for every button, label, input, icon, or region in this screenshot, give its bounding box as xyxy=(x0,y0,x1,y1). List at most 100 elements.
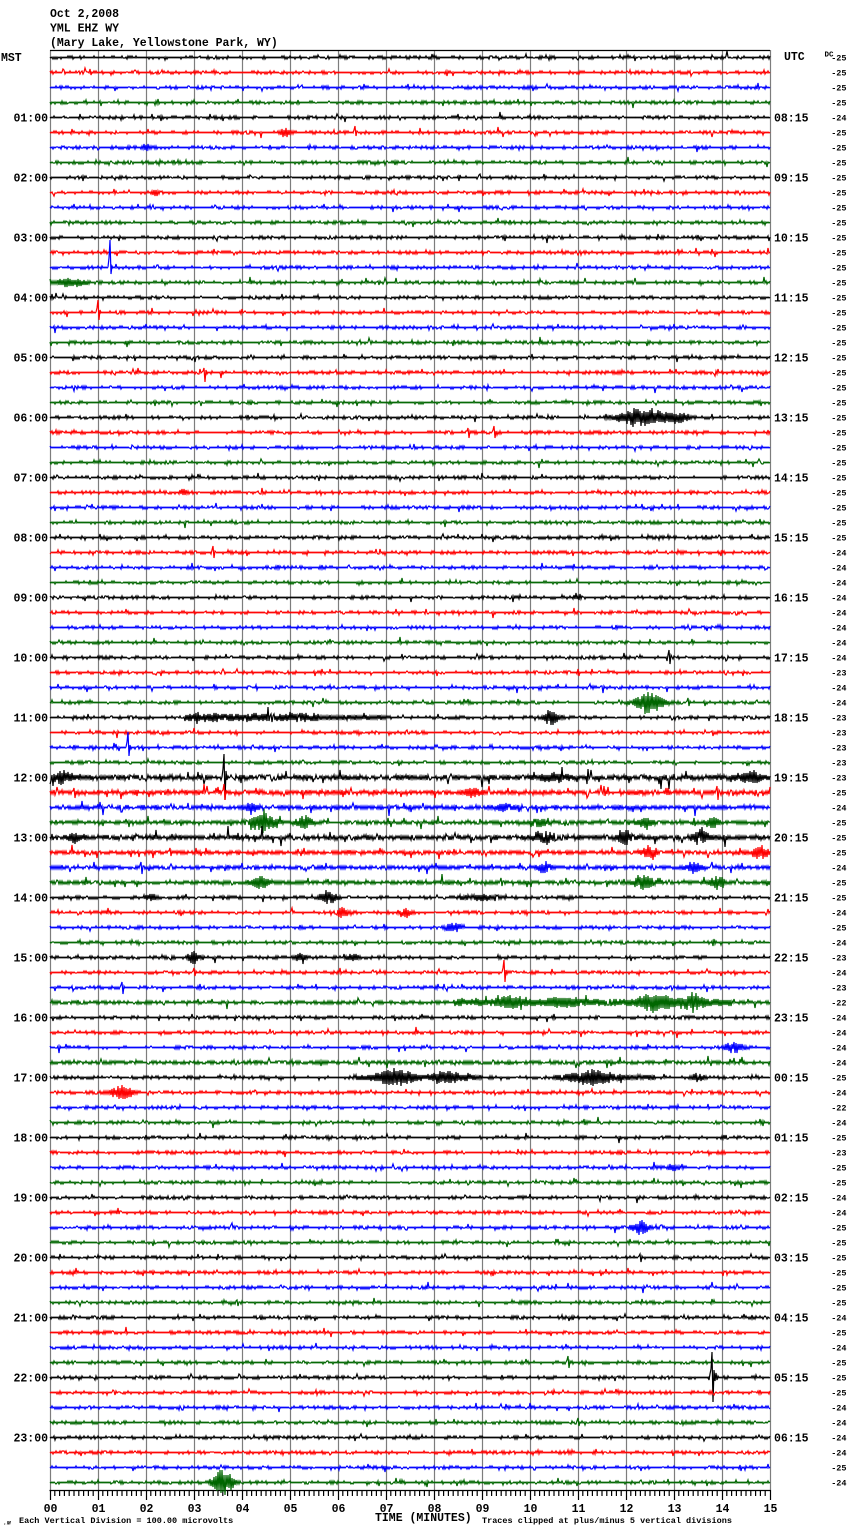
svg-text:02:15: 02:15 xyxy=(774,1193,809,1206)
svg-text:-24: -24 xyxy=(831,864,846,874)
svg-text:MST: MST xyxy=(1,52,22,65)
svg-text:05:15: 05:15 xyxy=(774,1373,809,1386)
svg-text:-25: -25 xyxy=(831,249,846,259)
svg-text:00: 00 xyxy=(44,1503,58,1516)
svg-text:-25: -25 xyxy=(831,294,846,304)
svg-text:-24: -24 xyxy=(831,1344,846,1354)
svg-text:-24: -24 xyxy=(831,939,846,949)
svg-text:04:00: 04:00 xyxy=(13,293,48,306)
svg-text:-24: -24 xyxy=(831,1119,846,1129)
svg-text:15:00: 15:00 xyxy=(13,953,48,966)
svg-text:15: 15 xyxy=(764,1503,778,1516)
svg-text:-22: -22 xyxy=(831,1104,846,1114)
svg-text:-25: -25 xyxy=(831,1164,846,1174)
svg-text:-25: -25 xyxy=(831,279,846,289)
svg-text:-24: -24 xyxy=(831,594,846,604)
svg-text:02: 02 xyxy=(140,1503,154,1516)
svg-text:05: 05 xyxy=(284,1503,298,1516)
svg-text:-25: -25 xyxy=(831,354,846,364)
svg-text:UTC: UTC xyxy=(784,51,805,64)
svg-text:05:00: 05:00 xyxy=(13,353,48,366)
svg-text:-25: -25 xyxy=(831,894,846,904)
svg-text:-24: -24 xyxy=(831,1209,846,1219)
svg-text:-24: -24 xyxy=(831,1194,846,1204)
svg-text:19:15: 19:15 xyxy=(774,773,809,786)
svg-text:-23: -23 xyxy=(831,669,846,679)
svg-text:-24: -24 xyxy=(831,1029,846,1039)
svg-text:-24: -24 xyxy=(831,654,846,664)
svg-text:-24: -24 xyxy=(831,114,846,124)
svg-text:-25: -25 xyxy=(831,339,846,349)
svg-text:-25: -25 xyxy=(831,414,846,424)
svg-text:-24: -24 xyxy=(831,1479,846,1489)
svg-text:-24: -24 xyxy=(831,1014,846,1024)
svg-text:08: 08 xyxy=(428,1503,442,1516)
svg-text:-24: -24 xyxy=(831,609,846,619)
svg-text:02:00: 02:00 xyxy=(13,173,48,186)
svg-text:-25: -25 xyxy=(831,459,846,469)
svg-text:18:15: 18:15 xyxy=(774,713,809,726)
svg-text:12: 12 xyxy=(620,1503,634,1516)
svg-text:-24: -24 xyxy=(831,1059,846,1069)
svg-text:10:15: 10:15 xyxy=(774,233,809,246)
svg-text:07:00: 07:00 xyxy=(13,473,48,486)
svg-text:-24: -24 xyxy=(831,969,846,979)
svg-text:-24: -24 xyxy=(831,1449,846,1459)
svg-text:-23: -23 xyxy=(831,714,846,724)
svg-text:10:00: 10:00 xyxy=(13,653,48,666)
svg-text:-24: -24 xyxy=(831,549,846,559)
svg-text:-25: -25 xyxy=(831,129,846,139)
svg-text:07: 07 xyxy=(380,1503,394,1516)
svg-text:11:00: 11:00 xyxy=(13,713,48,726)
svg-text:-25: -25 xyxy=(831,174,846,184)
svg-text:01:00: 01:00 xyxy=(13,113,48,126)
svg-text:-25: -25 xyxy=(831,1239,846,1249)
svg-text:-25: -25 xyxy=(831,879,846,889)
svg-text:21:15: 21:15 xyxy=(774,893,809,906)
svg-text:12:15: 12:15 xyxy=(774,353,809,366)
svg-text:-25: -25 xyxy=(831,1464,846,1474)
svg-text:-23: -23 xyxy=(831,774,846,784)
svg-text:-25: -25 xyxy=(831,489,846,499)
svg-text:Traces clipped at plus/minus 5: Traces clipped at plus/minus 5 vertical … xyxy=(482,1516,732,1526)
svg-text:-24: -24 xyxy=(831,1089,846,1099)
svg-text:-25: -25 xyxy=(831,264,846,274)
svg-text:-24: -24 xyxy=(831,1419,846,1429)
svg-text:-25: -25 xyxy=(831,84,846,94)
svg-text:13:15: 13:15 xyxy=(774,413,809,426)
svg-text:09:00: 09:00 xyxy=(13,593,48,606)
svg-text:-25: -25 xyxy=(831,324,846,334)
svg-text:-24: -24 xyxy=(831,699,846,709)
svg-text:14:00: 14:00 xyxy=(13,893,48,906)
svg-text:-25: -25 xyxy=(831,1074,846,1084)
svg-text:22:00: 22:00 xyxy=(13,1373,48,1386)
svg-text:-25: -25 xyxy=(831,1284,846,1294)
svg-text:06: 06 xyxy=(332,1503,346,1516)
svg-text:-25: -25 xyxy=(831,1179,846,1189)
svg-text:21:00: 21:00 xyxy=(13,1313,48,1326)
svg-text:-25: -25 xyxy=(831,789,846,799)
svg-text:10: 10 xyxy=(524,1503,538,1516)
svg-text:-25: -25 xyxy=(831,1269,846,1279)
svg-text:-25: -25 xyxy=(831,144,846,154)
svg-text:-25: -25 xyxy=(831,384,846,394)
svg-text:03:15: 03:15 xyxy=(774,1253,809,1266)
svg-text:-25: -25 xyxy=(831,189,846,199)
svg-text:-25: -25 xyxy=(831,219,846,229)
svg-text:20:00: 20:00 xyxy=(13,1253,48,1266)
svg-text:08:15: 08:15 xyxy=(774,113,809,126)
svg-text:-25: -25 xyxy=(831,399,846,409)
svg-text:-25: -25 xyxy=(831,429,846,439)
svg-text:13: 13 xyxy=(668,1503,682,1516)
svg-text:-25: -25 xyxy=(831,1254,846,1264)
svg-text:-24: -24 xyxy=(831,1434,846,1444)
svg-text:-25: -25 xyxy=(831,69,846,79)
svg-text:Oct 2,2008: Oct 2,2008 xyxy=(50,8,119,21)
svg-text:-25: -25 xyxy=(831,504,846,514)
svg-text:04: 04 xyxy=(236,1503,250,1516)
svg-text:14: 14 xyxy=(716,1503,730,1516)
svg-text:-25: -25 xyxy=(831,204,846,214)
svg-text:01: 01 xyxy=(92,1503,106,1516)
svg-text:-24: -24 xyxy=(831,564,846,574)
svg-text:.м: .м xyxy=(3,1520,11,1527)
